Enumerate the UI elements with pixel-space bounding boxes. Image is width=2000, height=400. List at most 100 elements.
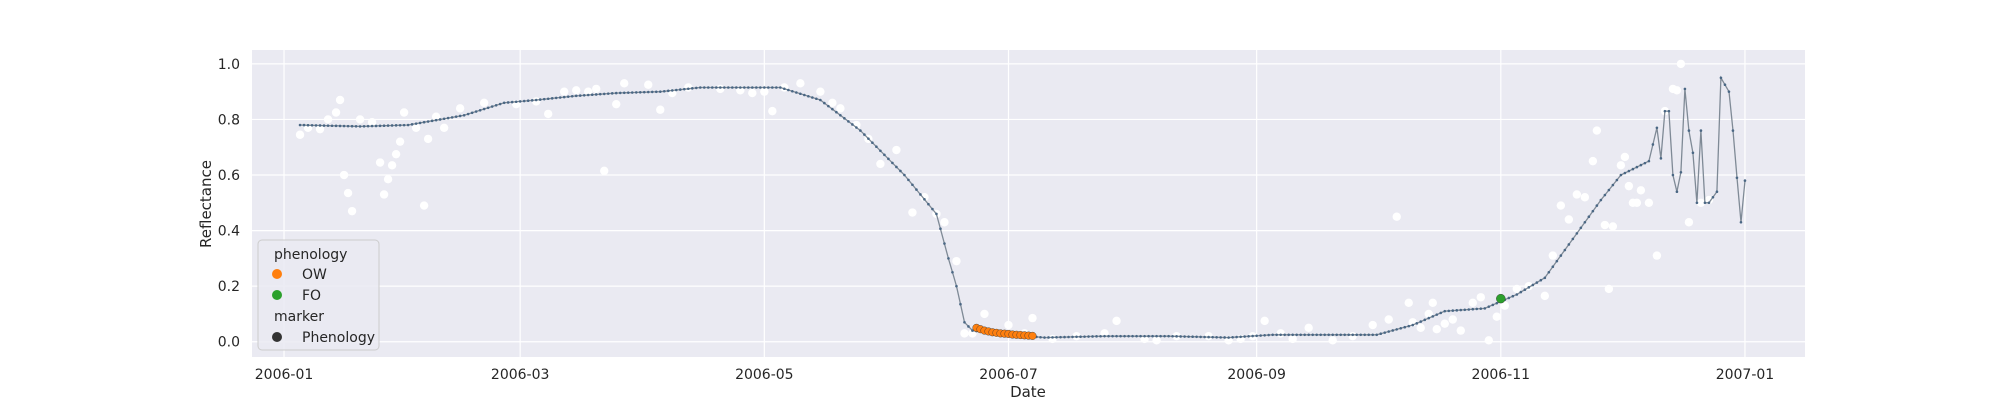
fitted-curve-point — [907, 178, 910, 182]
fitted-curve-point — [1215, 335, 1218, 339]
fitted-curve-point — [1183, 335, 1186, 338]
observation-point — [543, 109, 553, 119]
fitted-curve-point — [454, 115, 458, 118]
observation-point — [940, 218, 949, 227]
fitted-curve-point — [1323, 333, 1326, 337]
observation-point — [920, 193, 929, 202]
legend-title-marker: marker — [274, 309, 324, 325]
fitted-curve-point — [674, 88, 678, 92]
fitted-curve-point — [586, 93, 590, 97]
fitted-curve-point — [462, 113, 466, 117]
fitted-curve-point — [1295, 333, 1298, 337]
fitted-curve-point — [1287, 333, 1290, 337]
fitted-curve-point — [1623, 171, 1627, 175]
fitted-curve-point — [378, 124, 382, 128]
observation-point — [1512, 284, 1522, 294]
fitted-curve-point — [422, 120, 426, 124]
fitted-curve-point — [875, 145, 878, 149]
fitted-curve-point — [1267, 333, 1270, 337]
fitted-curve-point — [779, 86, 782, 89]
fitted-curve-point — [1487, 305, 1491, 308]
fitted-curve-point — [714, 86, 718, 89]
fitted-curve-point — [518, 100, 522, 103]
fitted-curve-point — [763, 86, 766, 89]
fitted-curve-point — [1083, 335, 1086, 338]
fitted-curve-point — [1547, 270, 1551, 274]
fitted-curve-point — [482, 107, 486, 111]
observation-point — [1048, 334, 1057, 344]
fitted-curve-point — [494, 103, 498, 107]
observation-point — [1288, 334, 1297, 344]
fitted-curve-point — [1367, 333, 1371, 337]
fitted-curve-point — [1375, 333, 1379, 337]
fitted-curve-point — [550, 97, 554, 100]
fitted-curve-point — [1199, 335, 1202, 339]
fitted-curve-point — [1099, 334, 1102, 338]
fitted-curve-point — [751, 86, 754, 89]
observation-point — [367, 118, 377, 127]
fitted-curve-point — [346, 124, 350, 128]
fitted-curve-point — [450, 116, 454, 119]
observation-point — [343, 188, 353, 198]
fitted-curve-point — [342, 124, 346, 128]
fitted-curve-point — [298, 123, 302, 127]
observation-point — [572, 86, 581, 95]
observation-point — [1416, 323, 1425, 333]
fitted-curve-point — [322, 124, 326, 127]
x-axis-ticks: 2006-01 2006-03 2006-05 2006-07 2006-09 2006-… — [255, 367, 1774, 383]
fitted-curve-point — [1371, 333, 1375, 337]
fitted-curve-point — [1635, 165, 1639, 169]
fitted-curve-point — [775, 86, 778, 89]
fitted-curve-point — [642, 90, 646, 94]
fitted-curve-point — [1075, 335, 1078, 339]
fitted-curve-point — [843, 117, 846, 120]
observation-point — [876, 159, 885, 169]
observation-point — [1368, 320, 1377, 330]
fitted-curve-point — [318, 124, 322, 127]
fitted-curve-point — [755, 86, 758, 89]
fitted-curve-point — [698, 86, 702, 89]
fitted-curve-point — [526, 99, 530, 103]
fitted-curve-point — [771, 86, 774, 89]
fitted-curve-point — [1051, 336, 1054, 339]
fitted-curve-point — [1543, 276, 1547, 280]
observation-point — [1028, 313, 1037, 323]
fitted-curve-point — [578, 94, 582, 97]
x-tick-label: 2006-09 — [1227, 367, 1286, 383]
fitted-curve-point — [1139, 334, 1142, 338]
observation-point — [852, 120, 861, 130]
fitted-curve-point — [867, 137, 870, 140]
fitted-curve-point — [302, 123, 306, 127]
fitted-curve-point — [1443, 309, 1447, 313]
fitted-curve-point — [314, 124, 318, 127]
fitted-curve-point — [594, 93, 598, 96]
fitted-curve-point — [927, 202, 930, 206]
fitted-curve-point — [1243, 335, 1246, 338]
fitted-curve-point — [478, 108, 482, 112]
fitted-curve-point — [670, 89, 674, 92]
fitted-curve-point — [1039, 335, 1042, 339]
fitted-curve-point — [538, 98, 542, 101]
fitted-curve-point — [458, 114, 462, 118]
fitted-curve-point — [1567, 243, 1571, 246]
fitted-curve-point — [338, 124, 342, 128]
fitted-curve-point — [1599, 198, 1603, 202]
y-tick-label: 0.6 — [218, 168, 240, 184]
fitted-curve-point — [1723, 83, 1727, 87]
fitted-curve-point — [911, 183, 914, 187]
fitted-curve-point — [1691, 151, 1695, 155]
fitted-curve-point — [1355, 333, 1359, 337]
observation-point — [1448, 315, 1457, 324]
fitted-curve-point — [1055, 335, 1058, 339]
fitted-curve-point — [1611, 183, 1615, 187]
fitted-curve-point — [1479, 307, 1483, 310]
fitted-curve-point — [1419, 320, 1423, 323]
fitted-curve-point — [1331, 333, 1334, 337]
fitted-curve-point — [438, 118, 442, 121]
observation-point — [1620, 152, 1630, 162]
observation-point — [395, 137, 405, 146]
fitted-curve-point — [935, 212, 938, 216]
observation-point — [455, 104, 465, 113]
fitted-curve-point — [943, 242, 946, 245]
fitted-curve-point — [650, 90, 654, 94]
